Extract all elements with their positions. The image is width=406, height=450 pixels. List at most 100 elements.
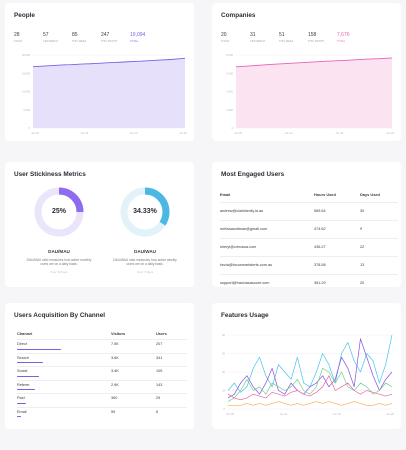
stat-today[interactable]: 20 TODAY (221, 32, 250, 43)
visitors-cell: 2.9K (111, 382, 119, 387)
dau-mau-value: 25% (51, 208, 66, 215)
stat-this-week[interactable]: 85 THIS WEEK (72, 32, 101, 43)
table-row[interactable]: melissasoltman@gmail.com 474.62 9 (220, 220, 398, 238)
features-usage-title: Features Usage (221, 312, 269, 319)
stat-label: THIS WEEK (279, 40, 294, 43)
stickiness-card: User Stickiness Metrics 25% DAU/MAU DAU/… (5, 162, 194, 287)
x-tick-label: Jun 12 (279, 412, 287, 416)
stat-value: 28 (14, 32, 20, 38)
y-tick-label: 5,000 (24, 108, 31, 112)
hours-cell: 474.62 (314, 227, 326, 231)
stat-value: 247 (101, 32, 110, 38)
dau-mau-period-link[interactable]: Over 30 Days (50, 270, 68, 274)
y-tick-label: 0 (29, 126, 31, 130)
engaged-users-title: Most Engaged Users (221, 171, 285, 178)
stat-yesterday[interactable]: 31 YESTERDAY (250, 32, 279, 43)
stat-yesterday[interactable]: 57 YESTERDAY (43, 32, 72, 43)
dau-wau-label: DAU/WAU (134, 249, 156, 254)
channel-cell: Social (17, 369, 28, 373)
acquisition-rows: Direct 7.5K 207 Search 3.6K 341 Social 3.4K 105 R… (17, 339, 187, 420)
y-tick-label: 30 (222, 352, 225, 356)
stat-total[interactable]: 19,094 TOTAL (130, 32, 159, 43)
stat-this-month[interactable]: 247 THIS MONTH (101, 32, 130, 43)
y-tick-label: 8,000 (227, 53, 234, 57)
table-row[interactable]: sheryl@cirruswa.com 436.27 22 (220, 238, 398, 256)
email-cell: kezia@focusmartalerts.com.au (220, 263, 273, 267)
visitors-cell: 3.4K (111, 369, 119, 373)
channel-share-bar (17, 416, 22, 418)
stickiness-title: User Stickiness Metrics (14, 171, 86, 178)
col-users: Users (156, 330, 167, 336)
channel-cell: Search (17, 355, 30, 360)
stat-this-month[interactable]: 158 THIS MONTH (308, 32, 337, 43)
series-line (227, 375, 393, 401)
stat-today[interactable]: 28 TODAY (14, 32, 43, 43)
series-area (33, 58, 185, 129)
email-cell: andrew@clarkfamily.id.au (220, 209, 264, 213)
dau-wau-value: 34.33% (133, 208, 157, 215)
table-row[interactable]: Paid 360 29 (17, 393, 187, 407)
channel-share-bar (17, 348, 61, 350)
people-card: People 28 TODAY 57 YESTERDAY 85 THIS WEEK 2… (5, 3, 194, 141)
table-row[interactable]: Direct 7.5K 207 (17, 339, 187, 353)
dau-wau-donut (120, 187, 170, 237)
table-row[interactable]: Email 59 6 (17, 406, 187, 421)
y-tick-label: 4,000 (227, 90, 234, 94)
stat-value: 51 (279, 32, 285, 38)
series-line (227, 367, 393, 402)
table-row[interactable]: Search 3.6K 341 (17, 352, 187, 367)
visitors-cell: 3.6K (111, 355, 119, 360)
table-row[interactable]: support@franciasassore.com 361.29 20 (220, 274, 398, 292)
col-visitors: Visitors (111, 330, 126, 336)
companies-title: Companies (221, 12, 256, 19)
table-row[interactable]: Referer 2.9K 143 (17, 379, 187, 394)
x-tick-label: Jun 05 (31, 131, 39, 135)
table-row[interactable]: andrew@clarkfamily.id.au 565.64 30 (220, 202, 398, 220)
channel-cell: Direct (17, 342, 27, 346)
users-cell: 143 (156, 382, 163, 387)
companies-card: Companies 20 TODAY 31 YESTERDAY 51 THIS WEE… (212, 3, 401, 141)
x-tick-label: Jun 05 (234, 131, 242, 135)
x-tick-label: Jun 05 (226, 412, 234, 416)
stat-label: THIS MONTH (308, 40, 325, 43)
channel-cell: Email (17, 409, 27, 414)
dau-mau-donut (34, 187, 84, 237)
channel-share-bar (17, 402, 26, 404)
hours-cell: 436.27 (314, 245, 326, 249)
visitors-cell: 59 (111, 409, 116, 414)
people-title: People (14, 12, 35, 19)
y-tick-label: 2,000 (227, 108, 234, 112)
hours-cell: 565.64 (314, 209, 326, 213)
x-tick-label: Jun 19 (335, 131, 343, 135)
table-row[interactable]: kezia@focusmartalerts.com.au 378.58 13 (220, 256, 398, 274)
channel-cell: Paid (17, 396, 25, 400)
x-tick-label: Jun 26 (386, 412, 394, 416)
y-tick-label: 0 (224, 407, 226, 411)
stat-label: TOTAL (130, 40, 139, 43)
dau-wau-description: DAU/WAU ratio measures how active weekly… (113, 258, 177, 267)
donut-progress-arc (34, 187, 84, 237)
x-tick-label: Jun 26 (179, 131, 187, 135)
engaged-users-table: Email Hours Used Days Used andrew@clarkf… (220, 188, 398, 292)
stat-label: YESTERDAY (250, 40, 266, 43)
table-row[interactable]: Social 3.4K 105 (17, 366, 187, 380)
email-cell: melissasoltman@gmail.com (220, 227, 268, 231)
table-header: Email Hours Used Days Used (220, 188, 398, 202)
y-tick-label: 10 (222, 389, 225, 393)
hours-cell: 378.58 (314, 263, 326, 267)
users-cell: 207 (156, 342, 163, 346)
people-stats: 28 TODAY 57 YESTERDAY 85 THIS WEEK 247 THIS … (14, 32, 159, 43)
stat-value: 158 (308, 32, 317, 38)
stat-value: 85 (72, 32, 78, 38)
acquisition-table: Channel Visitors Users (17, 328, 187, 338)
stat-total[interactable]: 7,676 TOTAL (337, 32, 366, 43)
users-cell: 341 (156, 355, 163, 360)
x-tick-label: Jun 19 (130, 131, 138, 135)
stat-label: TOTAL (337, 40, 346, 43)
dau-wau-period-link[interactable]: Over 7 Days (136, 270, 154, 274)
companies-stats: 20 TODAY 31 YESTERDAY 51 THIS WEEK 158 THIS … (221, 32, 366, 43)
series-line (227, 334, 393, 393)
stat-this-week[interactable]: 51 THIS WEEK (279, 32, 308, 43)
series-line (32, 57, 186, 68)
days-cell: 22 (360, 245, 365, 249)
